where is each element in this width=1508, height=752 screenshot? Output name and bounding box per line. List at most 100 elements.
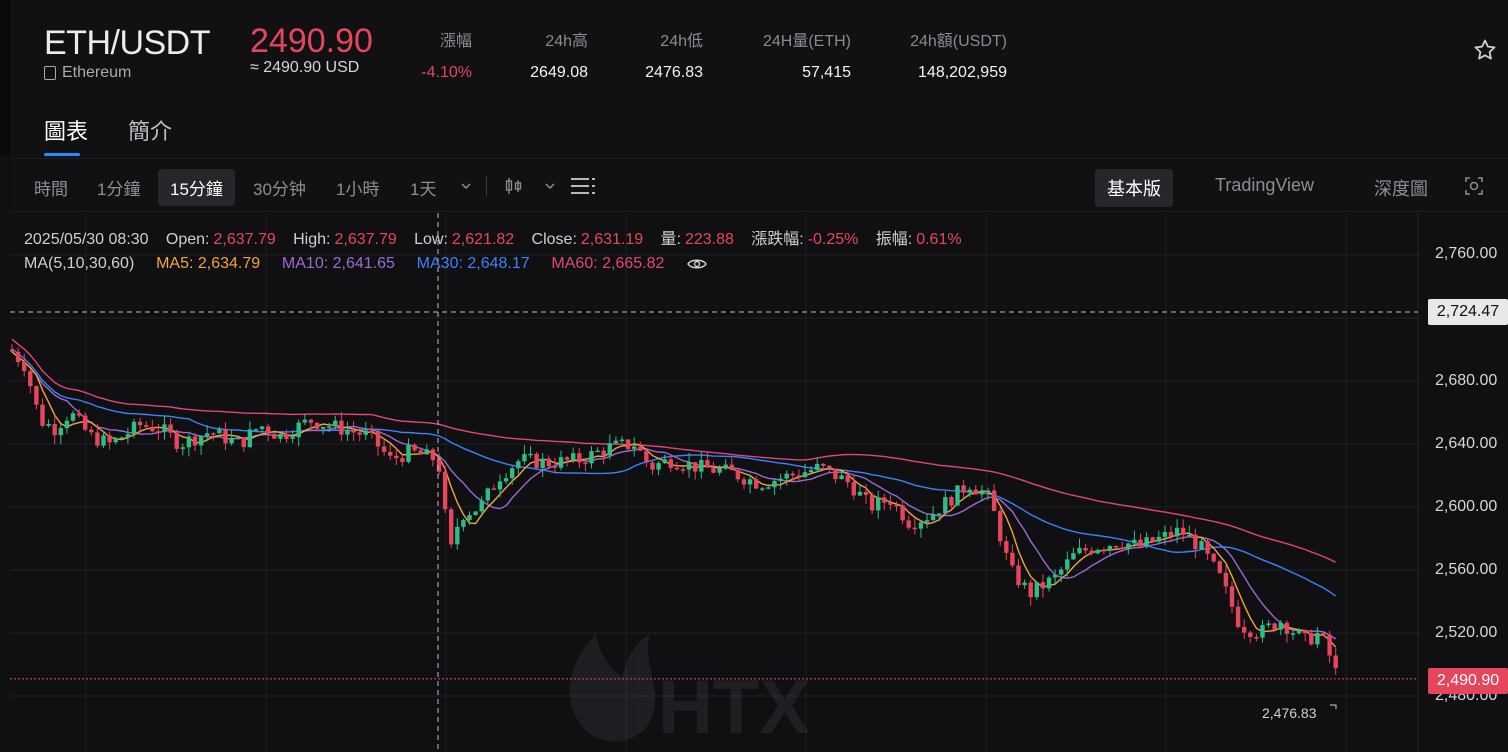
candles [10,344,1338,675]
camera-icon[interactable] [1464,176,1484,196]
candle-body [241,437,246,447]
stat-value: 148,202,959 [918,64,1007,81]
candle-body [150,426,155,432]
candle-body [131,421,137,435]
price-chart[interactable]: HTX 2025/05/30 08:30 Open: 2,637.79 High:… [10,213,1508,752]
star-icon[interactable] [1473,38,1497,62]
candle-body [638,446,643,451]
view-depth[interactable]: 深度圖 [1374,179,1428,199]
axis-tick: 2,520.00 [1435,624,1498,641]
candlestick-icon[interactable] [504,177,524,195]
candle-body [693,462,698,472]
legend-amplitude: 0.61% [916,231,962,248]
candlestick-chart[interactable]: HTX [10,213,1508,752]
candle-body [894,504,899,507]
candle-body [601,450,606,456]
chevron-down-icon[interactable] [460,181,472,191]
candle-body [296,422,301,438]
candle-body [272,433,277,439]
stat-24h-volume: 24H量(ETH) 57,415 [740,27,851,82]
last-price: 2490.90 [250,22,373,60]
candle-body [369,430,375,432]
candle-body [28,371,33,387]
candle-body [577,453,582,463]
candle-body [83,415,88,430]
candle-body [1095,549,1100,554]
view-tradingview[interactable]: TradingView [1215,175,1315,195]
candle-body [1272,623,1277,630]
moving-average-lines [11,338,1337,648]
stat-24h-high: 24h高 2649.08 [510,27,588,82]
candle-body [357,432,362,435]
candle-body [717,468,722,473]
ma30-value: MA30: 2,648.17 [416,255,530,272]
candle-body [1217,561,1222,573]
candle-body [949,497,954,506]
candle-body [10,349,15,352]
stat-value: 2649.08 [530,64,588,81]
candle-body [107,435,112,443]
candle-body [1156,536,1161,542]
ma-group-label[interactable]: MA(5,10,30,60) [24,255,135,272]
candle-body [320,426,326,429]
candle-body [400,458,405,462]
candle-body [845,475,850,483]
stat-value: 2476.83 [645,64,703,81]
candle-body [1150,537,1155,542]
candle-body [247,429,253,447]
candle-body [772,480,777,488]
candle-body [943,497,948,514]
candle-body [644,450,649,463]
candle-body [924,520,930,523]
interval-1d[interactable]: 1天 [410,180,437,199]
stat-label: 24H量(ETH) [762,33,851,50]
candle-body [1028,582,1033,598]
ma60-line [11,338,1337,563]
interval-1m[interactable]: 1分鐘 [97,180,141,199]
interval-1h[interactable]: 1小時 [336,180,380,199]
candle-body [735,470,741,480]
candle-body [546,458,551,467]
candle-body [1083,547,1088,551]
candle-body [1278,622,1283,630]
legend-volume: 223.88 [684,231,734,248]
candle-body [1174,527,1180,537]
eye-icon[interactable] [687,257,707,271]
candle-body [436,460,442,472]
candle-body [308,419,314,423]
chevron-down-icon[interactable] [544,181,556,191]
candle-body [430,449,436,461]
candle-body [1046,577,1052,589]
candle-body [888,502,893,505]
candle-body [485,488,490,501]
candle-body [1260,625,1265,638]
candle-body [253,428,259,431]
tab-intro[interactable]: 簡介 [128,119,173,144]
candle-body [985,490,991,492]
candle-body [327,426,332,428]
candle-body [857,491,863,496]
interval-30m[interactable]: 30分钟 [253,180,306,199]
candle-body [558,457,564,468]
tab-chart[interactable]: 圖表 [44,119,89,144]
candle-body [198,436,204,446]
candle-body [607,443,612,456]
indicators-icon[interactable] [570,176,596,196]
candle-body [869,494,875,511]
candle-body [754,479,759,489]
candle-body [882,497,887,503]
candle-body [1193,534,1198,550]
crosshair-price-tag: 2,724.47 [1428,299,1508,325]
interval-time[interactable]: 時間 [34,180,68,199]
candle-body [1205,541,1210,554]
view-basic[interactable]: 基本版 [1095,169,1173,207]
candle-body [973,489,978,495]
candle-body [381,446,387,452]
interval-15m[interactable]: 15分鐘 [158,169,235,206]
legend-close: 2,631.19 [580,231,644,248]
candle-body [137,421,143,426]
candle-body [937,513,942,515]
candle-body [394,455,399,459]
candle-body [1296,630,1302,634]
coin-name: Ethereum [62,64,132,81]
